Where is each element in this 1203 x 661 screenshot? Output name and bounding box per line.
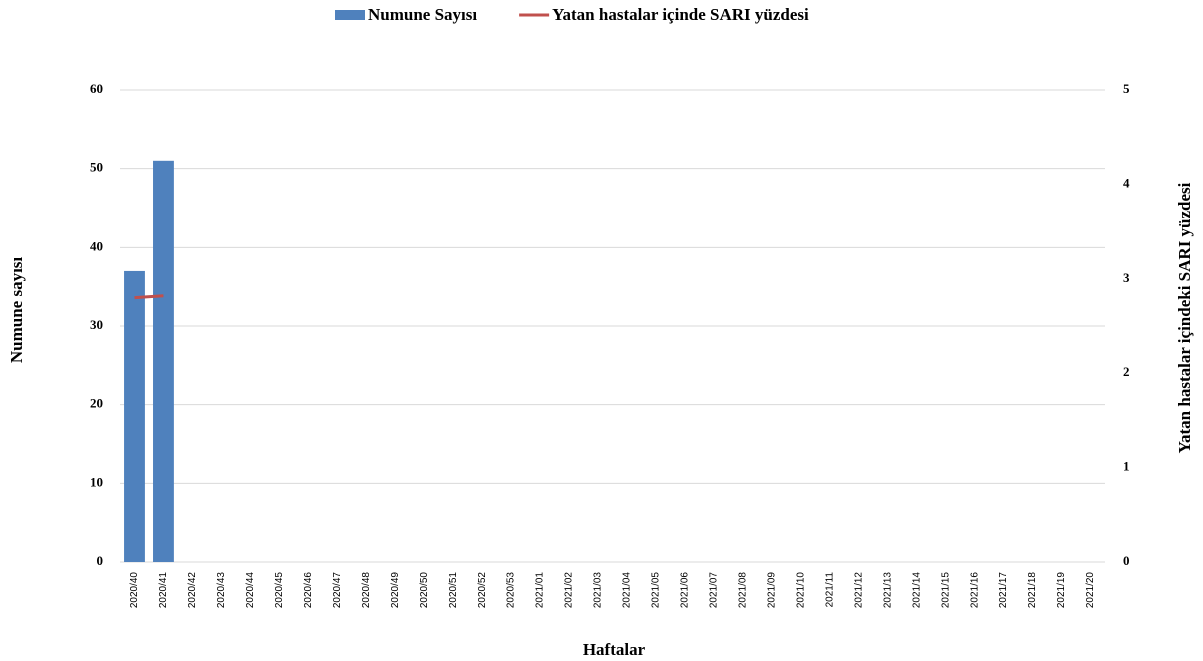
y-tick-label: 20 — [90, 396, 103, 411]
y2-tick-label: 5 — [1123, 81, 1130, 96]
x-tick-label: 2021/02 — [564, 572, 575, 609]
y2-axis-label: Yatan hastalar içindeki SARI yüzdesi — [1175, 182, 1194, 453]
bar — [153, 160, 174, 563]
x-axis-label: Haftalar — [583, 640, 646, 659]
x-tick-label: 2020/53 — [506, 572, 517, 609]
y2-tick-label: 3 — [1123, 270, 1130, 285]
x-tick-label: 2021/07 — [709, 572, 720, 609]
x-tick-label: 2020/43 — [216, 572, 227, 609]
x-tick-label: 2021/11 — [824, 572, 835, 608]
x-tick-label: 2021/05 — [651, 572, 662, 609]
x-tick-label: 2020/44 — [245, 572, 256, 609]
x-tick-label: 2021/18 — [1027, 572, 1038, 609]
x-tick-label: 2020/41 — [158, 572, 169, 609]
x-tick-label: 2021/16 — [969, 572, 980, 609]
y-tick-label: 50 — [90, 160, 103, 175]
x-tick-label: 2020/50 — [419, 572, 430, 609]
legend-swatch — [335, 10, 365, 20]
x-tick-label: 2021/19 — [1056, 572, 1067, 609]
x-tick-label: 2021/15 — [940, 572, 951, 609]
x-tick-label: 2021/04 — [622, 572, 633, 609]
x-tick-label: 2020/45 — [274, 572, 285, 609]
x-tick-label: 2020/48 — [361, 572, 372, 609]
x-tick-label: 2021/20 — [1085, 572, 1096, 609]
y2-tick-label: 0 — [1123, 553, 1130, 568]
x-tick-label: 2021/13 — [882, 572, 893, 609]
x-tick-label: 2020/42 — [187, 572, 198, 609]
x-tick-label: 2021/12 — [853, 572, 864, 609]
line — [134, 294, 164, 300]
x-tick-label: 2020/51 — [448, 572, 459, 609]
x-tick-label: 2020/52 — [477, 572, 488, 609]
x-tick-label: 2020/47 — [332, 572, 343, 609]
x-tick-label: 2021/01 — [535, 572, 546, 609]
y-tick-label: 10 — [90, 474, 103, 489]
x-tick-label: 2020/49 — [390, 572, 401, 609]
y-tick-label: 60 — [90, 81, 103, 96]
y-tick-label: 30 — [90, 317, 103, 332]
x-tick-label: 2020/40 — [129, 572, 140, 609]
x-tick-label: 2021/10 — [795, 572, 806, 609]
x-tick-label: 2020/46 — [303, 572, 314, 609]
x-tick-label: 2021/08 — [738, 572, 749, 609]
y-axis-label: Numune sayısı — [7, 257, 26, 364]
x-tick-label: 2021/09 — [766, 572, 777, 609]
bar — [124, 270, 145, 562]
y-tick-label: 40 — [90, 238, 103, 253]
x-tick-label: 2021/17 — [998, 572, 1009, 609]
legend-label: Yatan hastalar içinde SARI yüzdesi — [552, 5, 809, 24]
y2-tick-label: 4 — [1123, 175, 1130, 190]
x-tick-label: 2021/14 — [911, 572, 922, 609]
y2-tick-label: 2 — [1123, 364, 1130, 379]
x-tick-label: 2021/03 — [593, 572, 604, 609]
x-tick-label: 2021/06 — [680, 572, 691, 609]
y2-tick-label: 1 — [1123, 459, 1130, 474]
y-tick-label: 0 — [97, 553, 104, 568]
legend-label: Numune Sayısı — [368, 5, 477, 24]
